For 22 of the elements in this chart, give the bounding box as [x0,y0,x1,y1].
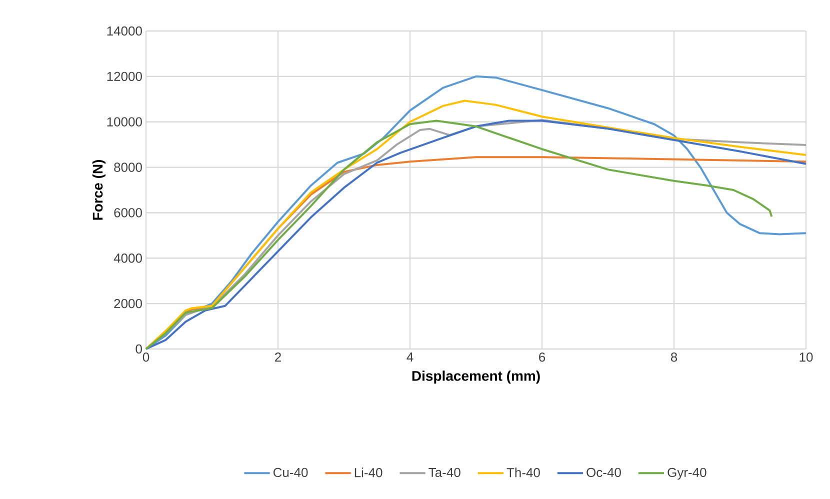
legend-label: Cu-40 [273,468,308,478]
x-tick-label: 6 [539,352,546,362]
legend-label: Th-40 [506,468,540,478]
y-axis-title: Force (N) [92,160,106,220]
y-tick-label: 4000 [114,254,142,263]
legend-label: Gyr-40 [668,468,706,480]
x-axis-title: Displacement (mm) [412,370,540,384]
y-tick-label: 0 [136,344,142,354]
legend-label: Oc-40 [586,468,621,478]
x-tick-label: 4 [406,352,414,362]
y-tick-label: 14000 [107,26,142,36]
y-tick-label: 2000 [114,298,142,308]
y-tick-label: 10000 [107,117,142,126]
x-tick-label: 10 [800,352,813,362]
legend-label: Ta-40 [428,468,460,478]
legend-label: Li-40 [354,468,382,478]
y-tick-label: 12000 [107,72,142,82]
x-tick-label: 0 [142,352,150,362]
y-tick-label: 6000 [114,208,142,218]
y-tick-label: 8000 [114,162,142,172]
x-tick-label: 2 [275,352,281,362]
x-tick-label: 8 [670,352,678,362]
